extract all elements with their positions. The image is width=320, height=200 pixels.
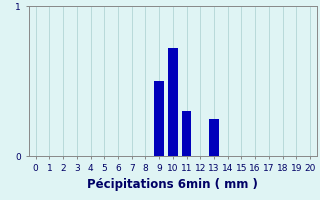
Bar [209, 118, 219, 156]
X-axis label: Pécipitations 6min ( mm ): Pécipitations 6min ( mm ) [87, 178, 258, 191]
Bar [154, 81, 164, 156]
Bar [168, 48, 178, 156]
Bar [182, 111, 191, 156]
